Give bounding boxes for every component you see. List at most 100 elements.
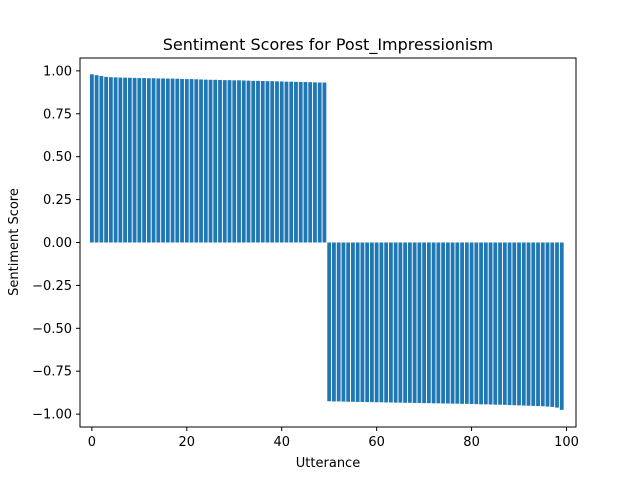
bar	[208, 79, 213, 243]
bar	[521, 242, 526, 406]
bar	[170, 78, 175, 243]
bar	[260, 81, 265, 243]
bar	[464, 242, 469, 404]
bar	[536, 242, 540, 407]
bar	[294, 81, 298, 243]
bar	[550, 242, 555, 407]
bar	[555, 242, 559, 408]
bars-group	[89, 74, 564, 410]
y-tick-label: −1.00	[32, 408, 72, 423]
bar	[270, 81, 275, 243]
x-tick-label: 100	[554, 435, 579, 450]
bar	[531, 242, 536, 406]
bar	[123, 77, 127, 243]
bar	[303, 82, 308, 243]
bar	[379, 242, 384, 403]
bar	[412, 242, 417, 403]
bar	[237, 80, 241, 243]
bar	[189, 79, 194, 243]
bar	[94, 75, 99, 243]
bar	[384, 242, 389, 403]
bar	[403, 242, 408, 403]
bar	[545, 242, 550, 407]
bar	[180, 78, 184, 243]
bar	[474, 242, 479, 405]
bar	[199, 79, 203, 243]
bar	[327, 242, 332, 402]
bar	[398, 242, 403, 403]
bar	[393, 242, 398, 403]
x-tick-label: 20	[179, 435, 196, 450]
plot-frame	[79, 57, 577, 428]
bar	[450, 242, 455, 404]
bar	[165, 78, 170, 243]
bar	[108, 77, 113, 243]
bar	[512, 242, 517, 406]
y-tick-label: 0.75	[43, 107, 72, 122]
y-tick-label: 0.50	[43, 150, 72, 165]
bar	[127, 77, 132, 243]
bar	[336, 242, 341, 402]
bar	[540, 242, 545, 407]
bar	[351, 242, 355, 402]
bar	[251, 80, 256, 243]
bar	[355, 242, 360, 402]
bar	[441, 242, 445, 404]
bar	[313, 82, 317, 243]
y-tick-label: 0.25	[43, 193, 72, 208]
bar	[317, 82, 322, 243]
bar	[175, 78, 180, 243]
bar	[374, 242, 379, 403]
bar	[498, 242, 502, 405]
bar	[184, 79, 189, 243]
bar	[460, 242, 464, 404]
y-ticks-group: 1.00 0.75 0.50 0.25 0.00 −0.25 −0.50 −0.75 −1.00	[32, 64, 80, 423]
bar	[346, 242, 351, 402]
bar	[284, 81, 289, 243]
bar	[137, 78, 142, 243]
bar	[436, 242, 441, 404]
bar	[417, 242, 422, 403]
y-tick-label: 1.00	[43, 64, 72, 79]
x-tick-label: 60	[368, 435, 385, 450]
bar	[526, 242, 531, 406]
bar	[279, 81, 284, 243]
y-axis-label: Sentiment Score	[7, 188, 22, 296]
bar	[370, 242, 374, 403]
x-tick-label: 0	[88, 435, 96, 450]
bar	[517, 242, 521, 406]
bar	[365, 242, 370, 403]
bar	[218, 79, 222, 243]
bar	[559, 242, 564, 410]
bar	[289, 81, 294, 243]
bar	[146, 78, 151, 243]
bar	[455, 242, 460, 404]
bar	[341, 242, 346, 402]
bar	[488, 242, 493, 405]
x-tick-label: 80	[463, 435, 480, 450]
bar	[445, 242, 450, 404]
y-tick-label: −0.25	[32, 279, 72, 294]
x-tick-label: 40	[273, 435, 290, 450]
x-ticks-group: 0 20 40 60 80 100	[88, 427, 579, 450]
chart-title: Sentiment Scores for Post_Impressionism	[163, 35, 494, 55]
bar	[161, 78, 165, 243]
bar	[118, 77, 123, 243]
bar	[241, 80, 246, 243]
bar	[265, 81, 270, 243]
bar	[222, 80, 227, 243]
bar	[422, 242, 427, 404]
bar	[232, 80, 237, 243]
bar	[246, 80, 251, 243]
bar	[322, 82, 327, 243]
bar	[308, 82, 313, 243]
bar	[227, 80, 232, 243]
bar	[388, 242, 393, 403]
bar	[507, 242, 512, 406]
bar	[256, 80, 260, 243]
bar	[298, 82, 303, 243]
bar	[156, 78, 161, 243]
bar	[360, 242, 365, 402]
bar	[132, 77, 137, 243]
